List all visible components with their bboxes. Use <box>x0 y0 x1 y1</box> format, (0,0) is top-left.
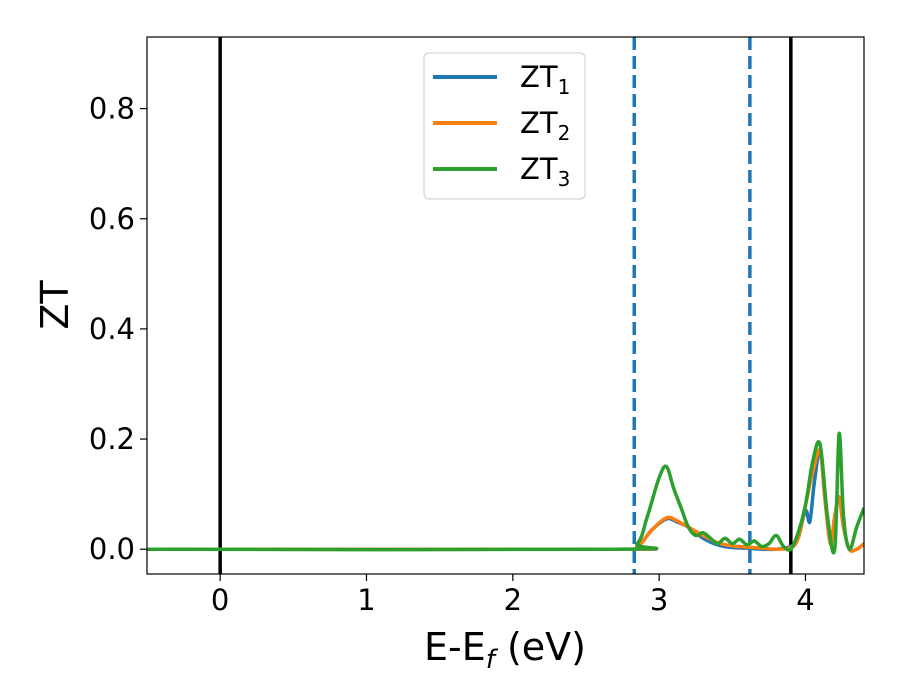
series-group <box>147 431 864 555</box>
x-tick-label: 2 <box>504 583 522 617</box>
vertical-lines <box>218 37 793 574</box>
legend-label-zt3: ZT3 <box>520 152 570 191</box>
y-axis: 0.0 0.2 0.4 0.6 0.8 <box>89 92 147 566</box>
series-line-zt1 <box>147 448 864 553</box>
x-tick-label: 4 <box>796 583 814 617</box>
y-tick-label: 0.2 <box>89 422 135 456</box>
x-tick-label: 3 <box>650 583 668 617</box>
legend-box <box>423 52 586 200</box>
series-line-zt2 <box>147 447 864 553</box>
x-tick-label: 1 <box>357 583 375 617</box>
plot-frame <box>146 36 865 575</box>
x-axis: 0 1 2 3 4 <box>211 574 815 617</box>
y-axis-title: ZT <box>33 280 77 330</box>
y-tick-label: 0.0 <box>89 532 135 566</box>
x-axis-title: E-Ef (eV) <box>424 625 586 675</box>
y-tick-label: 0.8 <box>89 92 135 126</box>
legend-label-zt2: ZT2 <box>520 106 570 145</box>
legend: ZT1 ZT2 ZT3 <box>423 52 586 200</box>
y-tick-label: 0.6 <box>89 202 135 236</box>
series-line-zt3 <box>147 431 864 555</box>
y-tick-label: 0.4 <box>89 312 135 346</box>
legend-label-zt1: ZT1 <box>520 60 570 99</box>
x-tick-label: 0 <box>211 583 229 617</box>
